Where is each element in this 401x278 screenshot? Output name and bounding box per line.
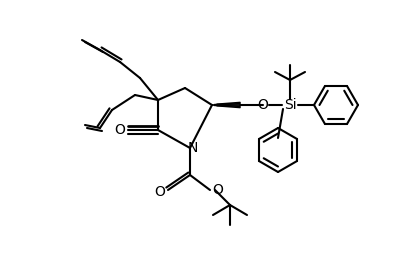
Text: Si: Si <box>283 98 296 112</box>
Text: N: N <box>187 141 198 155</box>
Text: O: O <box>154 185 165 199</box>
Text: O: O <box>114 123 125 137</box>
Text: O: O <box>257 98 268 112</box>
Text: O: O <box>212 183 223 197</box>
